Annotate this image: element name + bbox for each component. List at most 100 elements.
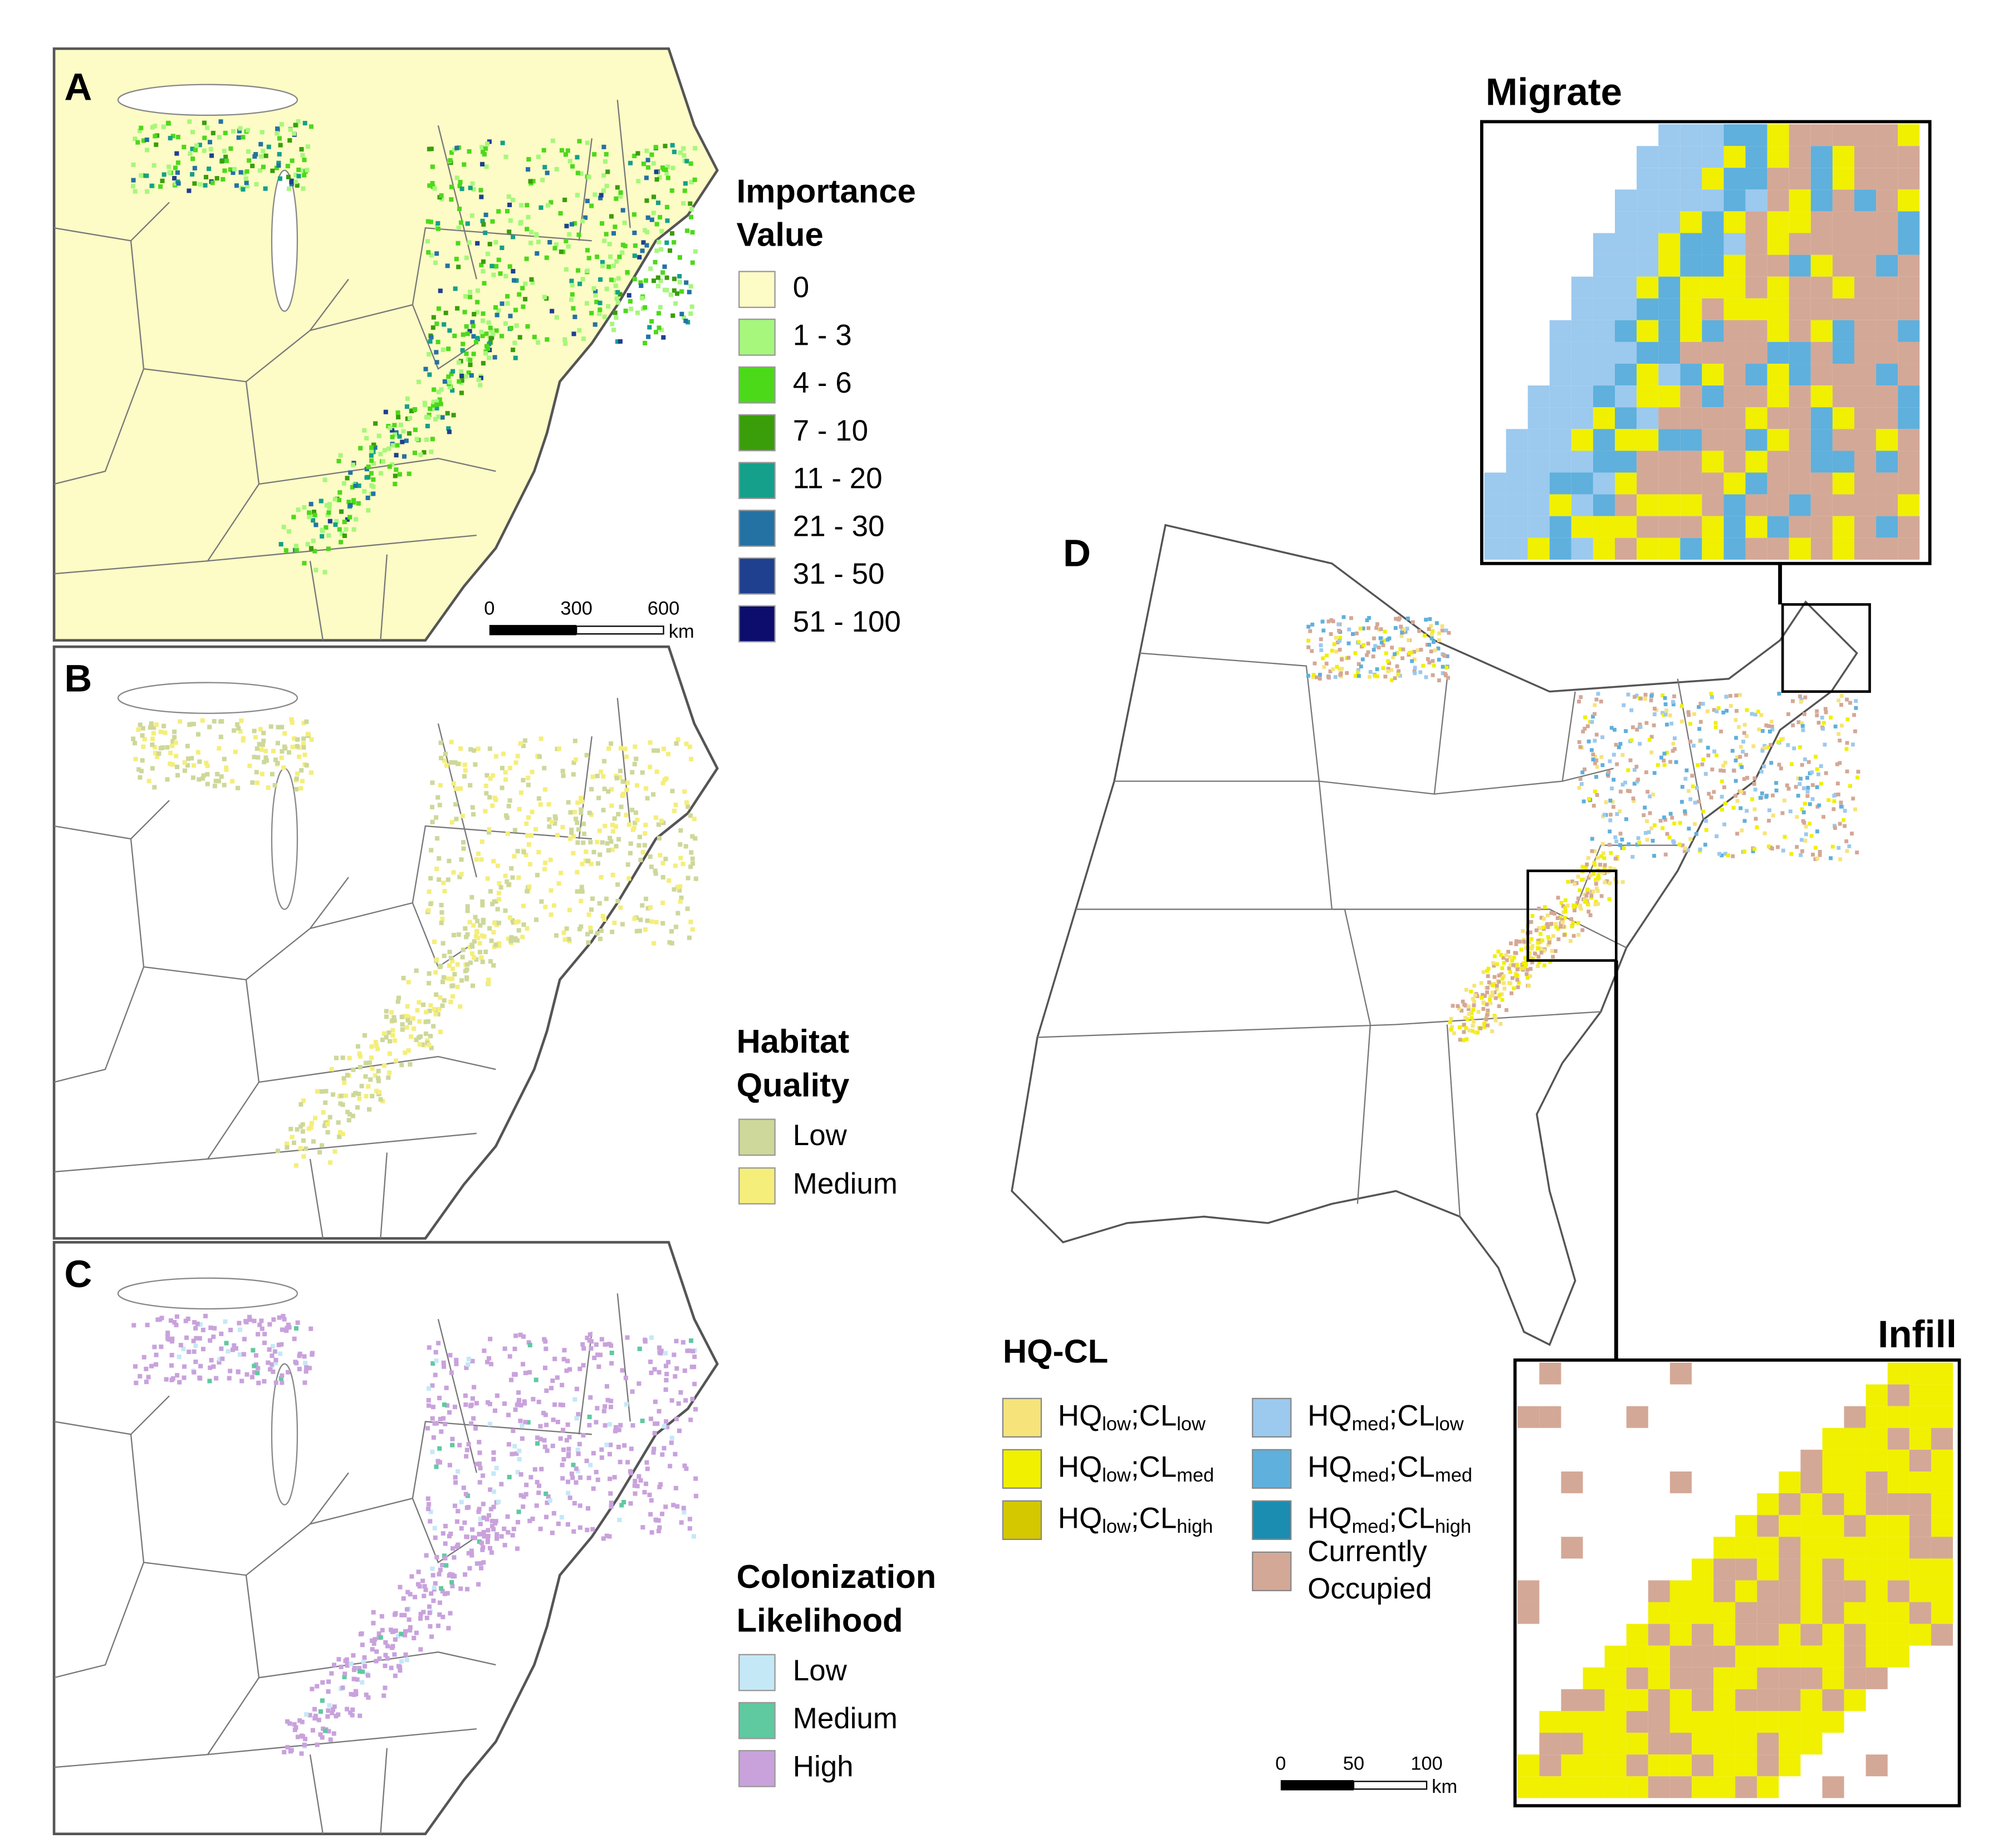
map-cell	[1472, 1019, 1476, 1024]
map-cell	[414, 1630, 419, 1635]
map-cell	[513, 920, 518, 925]
map-cell	[383, 1653, 388, 1658]
map-cell	[506, 1412, 511, 1417]
map-cell	[460, 814, 465, 819]
map-cell	[369, 458, 374, 463]
map-cell	[476, 377, 481, 382]
map-cell	[537, 1483, 542, 1488]
map-cell	[1751, 849, 1755, 853]
map-cell	[486, 320, 491, 325]
map-cell	[689, 304, 694, 309]
map-cell	[1381, 666, 1385, 671]
map-cell	[1509, 963, 1513, 967]
map-cell	[640, 1525, 645, 1530]
map-cell	[685, 804, 691, 809]
map-cell	[1481, 1000, 1486, 1005]
map-cell	[574, 1386, 579, 1391]
state-line	[53, 1575, 260, 1768]
map-cell	[1745, 233, 1767, 255]
map-cell	[636, 1381, 641, 1386]
map-cell	[528, 1475, 533, 1480]
map-cell	[507, 798, 512, 803]
map-cell	[340, 531, 345, 536]
map-cell	[532, 335, 537, 340]
map-cell	[371, 477, 376, 482]
map-cell	[463, 1402, 468, 1407]
map-cell	[1745, 364, 1767, 386]
map-cell	[1898, 341, 1920, 364]
map-cell	[169, 1339, 174, 1344]
map-cell	[1735, 1667, 1757, 1689]
map-cell	[353, 1691, 358, 1697]
map-cell	[221, 177, 226, 182]
map-cell	[1495, 984, 1499, 988]
map-cell	[197, 1375, 202, 1380]
map-cell	[625, 862, 630, 867]
map-cell	[1476, 1010, 1481, 1014]
map-cell	[301, 1154, 306, 1159]
map-cell	[1658, 385, 1681, 408]
map-cell	[476, 746, 481, 751]
map-cell	[1786, 743, 1790, 747]
map-cell	[641, 240, 646, 245]
map-cell	[571, 772, 576, 777]
map-cell	[1733, 794, 1738, 798]
map-cell	[579, 795, 584, 800]
map-cell	[1485, 985, 1490, 990]
map-cell	[1377, 646, 1381, 649]
map-cell	[1624, 729, 1628, 734]
map-cell	[1822, 1471, 1844, 1494]
map-cell	[1779, 1493, 1801, 1515]
map-cell	[505, 831, 510, 836]
map-cell	[1592, 861, 1597, 865]
map-cell	[412, 1026, 417, 1031]
legend-swatch	[1252, 1449, 1292, 1489]
map-cell	[232, 728, 237, 733]
map-cell	[689, 1338, 694, 1343]
map-cell	[146, 1375, 151, 1380]
map-cell	[512, 278, 517, 283]
map-cell	[651, 161, 656, 166]
map-cell	[660, 875, 665, 880]
map-cell	[494, 312, 499, 317]
map-cell	[1780, 811, 1785, 815]
map-cell	[409, 1034, 414, 1039]
map-cell	[447, 963, 452, 968]
map-cell	[1815, 785, 1819, 789]
map-cell	[1876, 429, 1898, 451]
map-cell	[1723, 276, 1746, 299]
map-cell	[664, 240, 669, 245]
map-cell	[403, 1632, 408, 1637]
map-cell	[1506, 472, 1528, 495]
map-cell	[1441, 671, 1445, 676]
map-cell	[1909, 1580, 1931, 1602]
map-cell	[569, 827, 574, 832]
map-cell	[1549, 320, 1571, 342]
inset-infill	[1513, 1358, 1961, 1807]
map-cell	[1799, 776, 1803, 781]
map-cell	[649, 1498, 654, 1503]
map-cell	[643, 278, 648, 283]
map-cell	[1767, 211, 1789, 233]
map-cell	[286, 174, 291, 179]
map-cell	[301, 736, 306, 741]
map-cell	[614, 776, 619, 781]
map-cell	[320, 1698, 325, 1703]
map-cell	[629, 808, 634, 813]
label-part: low	[1177, 1414, 1206, 1435]
map-cell	[1876, 364, 1898, 386]
map-cell	[1769, 720, 1774, 724]
map-cell	[660, 270, 665, 275]
map-cell	[1789, 852, 1794, 856]
map-cell	[407, 431, 412, 436]
map-cell	[1844, 1406, 1866, 1428]
map-cell	[1832, 407, 1854, 429]
map-cell	[1590, 720, 1594, 724]
map-cell	[616, 276, 621, 281]
map-cell	[426, 1386, 431, 1391]
map-cell	[512, 1346, 517, 1351]
map-cell	[1702, 516, 1724, 538]
map-cell	[535, 1480, 540, 1485]
map-cell	[519, 203, 524, 208]
map-cell	[351, 498, 356, 503]
